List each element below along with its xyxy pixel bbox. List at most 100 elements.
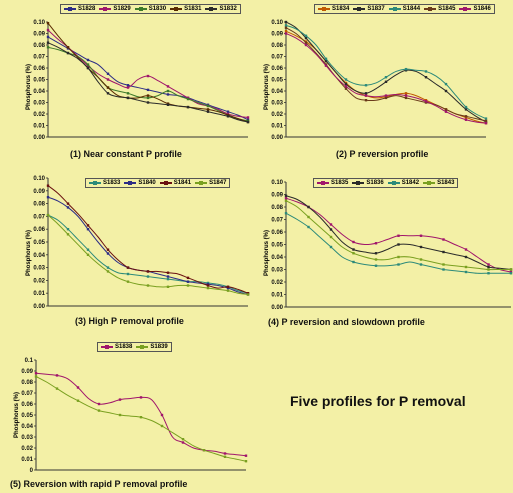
data-point-S1831 bbox=[66, 46, 70, 49]
figure-headline: Five profiles for P removal bbox=[290, 393, 466, 409]
data-point-S1832 bbox=[106, 92, 110, 95]
legend-swatch bbox=[205, 7, 218, 11]
data-point-S1841 bbox=[166, 271, 170, 274]
legend-label: S1843 bbox=[437, 180, 455, 186]
y-tick-label: 0.01 bbox=[271, 124, 283, 130]
data-point-S1839 bbox=[55, 387, 59, 390]
legend-swatch bbox=[99, 7, 112, 11]
axis-line bbox=[47, 22, 248, 138]
data-point-S1834 bbox=[404, 92, 408, 95]
chart-panel-1: 0.00 0.01 0.02 0.03 0.04 0.05 0.06 0.07 0.08 0.09… bbox=[0, 0, 255, 165]
data-point-S1841 bbox=[66, 202, 70, 205]
data-point-S1833 bbox=[86, 248, 90, 251]
legend-label: S1847 bbox=[209, 180, 227, 186]
data-point-S1837 bbox=[284, 20, 288, 24]
chart-caption: (5) Reversion with rapid P removal profi… bbox=[10, 479, 188, 489]
data-point-S1840 bbox=[186, 280, 190, 283]
data-point-S1839 bbox=[160, 424, 164, 428]
data-point-S1847 bbox=[186, 284, 190, 287]
legend-label: S1834 bbox=[332, 6, 350, 12]
y-tick-label: 0.02 bbox=[21, 446, 33, 452]
data-point-S1842 bbox=[352, 260, 355, 264]
data-point-S1828 bbox=[166, 93, 170, 96]
data-point-S1842 bbox=[374, 264, 378, 267]
data-point-S1837 bbox=[424, 76, 428, 79]
y-tick-label: 0.09 bbox=[33, 189, 45, 195]
y-axis-label: Phosphorus (%) bbox=[14, 392, 20, 438]
data-point-S1843 bbox=[307, 215, 310, 219]
data-point-S1830 bbox=[186, 97, 190, 101]
y-tick-label: 0.04 bbox=[271, 89, 283, 95]
data-point-S1837 bbox=[324, 59, 328, 63]
data-point-S1845 bbox=[284, 26, 288, 29]
data-point-S1836 bbox=[329, 228, 333, 231]
data-point-S1847 bbox=[66, 233, 70, 236]
data-point-S1843 bbox=[487, 268, 490, 271]
data-point-S1836 bbox=[397, 243, 400, 246]
data-point-S1840 bbox=[226, 286, 230, 290]
data-point-S1841 bbox=[46, 184, 50, 187]
data-point-S1839 bbox=[223, 455, 227, 458]
legend-label: S1842 bbox=[401, 180, 420, 186]
data-point-S1836 bbox=[487, 265, 490, 269]
data-point-S1835 bbox=[487, 263, 490, 266]
data-point-S1843 bbox=[509, 268, 513, 271]
y-tick-label: 0.05 bbox=[271, 243, 283, 249]
legend: S1838 S1839 bbox=[97, 342, 172, 352]
series-line-S1845 bbox=[285, 27, 487, 122]
data-point-S1841 bbox=[146, 270, 150, 273]
data-point-S1831 bbox=[206, 108, 210, 111]
data-point-S1836 bbox=[442, 250, 445, 254]
data-point-S1832 bbox=[86, 66, 90, 70]
series-line-S1847 bbox=[47, 214, 249, 295]
data-point-S1835 bbox=[464, 248, 468, 251]
data-point-S1837 bbox=[344, 82, 348, 86]
data-point-S1831 bbox=[146, 94, 150, 97]
axis-line bbox=[285, 22, 486, 138]
legend-item: S1833 bbox=[89, 180, 120, 186]
data-point-S1844 bbox=[464, 105, 468, 109]
y-tick-label: 0.07 bbox=[33, 55, 45, 61]
data-point-S1832 bbox=[246, 120, 250, 124]
y-axis-label: Phosphorus (%) bbox=[264, 64, 270, 110]
y-tick-label: 0.03 bbox=[271, 268, 283, 274]
y-tick-label: 0.09 bbox=[271, 193, 283, 199]
data-point-S1831 bbox=[46, 21, 50, 25]
y-tick-label: 0.06 bbox=[271, 66, 283, 72]
data-point-S1839 bbox=[34, 375, 38, 378]
data-point-S1844 bbox=[384, 76, 388, 79]
legend: S1833 S1840 S1841 S1847 bbox=[85, 178, 231, 188]
legend-item: S1836 bbox=[352, 180, 384, 186]
data-point-S1828 bbox=[46, 35, 50, 39]
legend-swatch bbox=[170, 7, 183, 11]
data-point-S1839 bbox=[76, 399, 80, 402]
y-tick-label: 0.01 bbox=[21, 457, 33, 463]
legend-swatch bbox=[387, 181, 400, 185]
legend-item: S1837 bbox=[353, 6, 385, 12]
data-point-S1844 bbox=[284, 24, 288, 27]
data-point-S1833 bbox=[106, 266, 110, 269]
y-tick-label: 0.03 bbox=[33, 101, 45, 107]
series-line-S1837 bbox=[285, 21, 487, 123]
data-point-S1832 bbox=[166, 103, 170, 106]
legend-label: S1835 bbox=[331, 180, 349, 186]
data-point-S1845 bbox=[404, 96, 408, 100]
y-tick-label: 0.00 bbox=[271, 305, 283, 311]
chart-svg: 0.00 0.01 0.02 0.03 0.04 0.05 0.06 0.07 0.08 0.09… bbox=[271, 20, 488, 141]
data-point-S1843 bbox=[352, 252, 355, 255]
data-point-S1843 bbox=[397, 255, 400, 259]
data-point-S1838 bbox=[55, 374, 59, 377]
y-tick-label: 0.09 bbox=[271, 32, 283, 38]
legend-label: S1828 bbox=[78, 6, 96, 12]
data-point-S1844 bbox=[484, 117, 488, 120]
data-point-S1842 bbox=[442, 268, 445, 271]
data-point-S1835 bbox=[352, 240, 355, 244]
data-point-S1832 bbox=[66, 51, 70, 55]
data-point-S1828 bbox=[126, 84, 130, 87]
data-point-S1842 bbox=[329, 245, 333, 249]
data-point-S1831 bbox=[106, 86, 110, 89]
legend-swatch bbox=[64, 7, 76, 11]
data-point-S1846 bbox=[384, 94, 388, 97]
data-point-S1841 bbox=[226, 285, 230, 288]
legend-swatch bbox=[136, 345, 149, 349]
